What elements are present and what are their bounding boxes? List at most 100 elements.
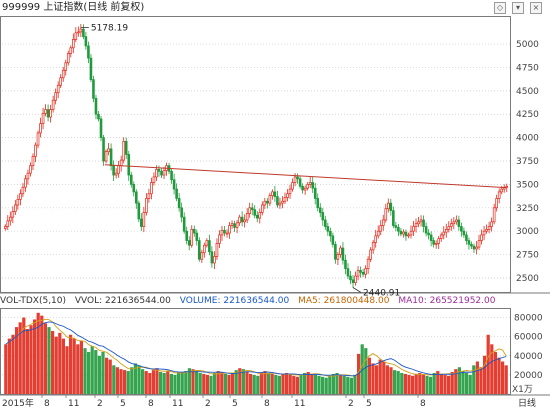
x-tick-label: 8	[264, 399, 270, 408]
candle-body	[281, 200, 284, 204]
candle-body	[429, 234, 433, 241]
volume-unit-label: X1万	[512, 385, 533, 395]
candle-body	[29, 165, 32, 174]
volume-bar	[223, 373, 227, 394]
volume-bar	[475, 361, 479, 394]
volume-bar	[267, 372, 271, 394]
candle-body	[185, 230, 188, 241]
candle-body	[203, 244, 206, 254]
volume-bar	[159, 372, 163, 394]
volume-bar	[112, 365, 116, 394]
volume-bar	[403, 373, 407, 394]
candle-body	[61, 69, 65, 79]
volume-bar	[375, 365, 379, 394]
candle-body	[404, 231, 408, 237]
volume-bar	[393, 370, 397, 394]
price-tick-label: 4000	[516, 134, 539, 144]
candle-body	[190, 228, 194, 246]
volume-bar	[195, 371, 199, 394]
volume-bar	[400, 372, 404, 394]
volume-bar	[205, 374, 209, 394]
volume-bar	[231, 372, 235, 394]
volume-bar	[40, 315, 44, 394]
candle-body	[444, 228, 448, 233]
volume-bar	[22, 317, 26, 394]
candle-body	[470, 243, 473, 247]
x-tick-label: 5	[120, 399, 126, 408]
volume-bar	[439, 373, 443, 394]
volume-bar	[137, 365, 141, 394]
volume-bar	[493, 351, 497, 394]
candle-body	[359, 270, 362, 273]
candle-body	[54, 92, 57, 101]
candle-body	[21, 186, 25, 195]
volume-bar	[245, 372, 249, 394]
candle-body	[69, 47, 73, 54]
close-icon[interactable]: ×	[530, 2, 542, 14]
menu-icon[interactable]: ▾	[512, 2, 524, 14]
candle-body	[49, 109, 52, 118]
candle-body	[301, 185, 304, 191]
volume-bar	[497, 357, 501, 394]
candle-body	[487, 226, 491, 230]
volume-bar	[349, 377, 353, 394]
volume-bar	[65, 346, 69, 394]
x-tick-label: 11	[172, 399, 183, 408]
candle-body	[442, 231, 446, 236]
volume-bar	[317, 375, 321, 394]
candle-body	[397, 227, 400, 232]
volume-bar	[7, 338, 11, 394]
candle-body	[77, 31, 80, 34]
volume-bar	[83, 348, 87, 394]
volume-bar	[360, 344, 364, 394]
volume-bar	[61, 338, 65, 394]
x-tick-label: 11	[294, 399, 305, 408]
volume-bar	[51, 330, 55, 394]
volume-bar	[25, 329, 29, 394]
candle-body	[412, 226, 415, 232]
volume-bar	[234, 370, 238, 394]
candle-body	[271, 191, 274, 196]
candle-body	[392, 210, 395, 226]
candle-body	[346, 268, 350, 277]
candle-body	[329, 230, 332, 237]
volume-bar	[29, 325, 33, 394]
candle-body	[152, 176, 156, 183]
candle-body	[417, 221, 420, 225]
candle-body	[36, 132, 40, 146]
volume-bar	[191, 369, 195, 394]
volume-label: VOLUME: 221636544.00	[179, 296, 290, 306]
candle-body	[99, 118, 103, 138]
volume-bar	[483, 355, 487, 394]
candle-body	[117, 165, 120, 174]
volume-bar	[396, 371, 400, 394]
volume-bar	[76, 344, 80, 394]
volume-bar	[79, 340, 83, 394]
volume-bar	[202, 373, 206, 394]
candle-body	[208, 240, 211, 253]
candle-body	[293, 176, 297, 183]
volume-bar	[429, 376, 433, 394]
volume-bar	[87, 351, 91, 394]
candle-body	[424, 226, 428, 234]
candle-body	[303, 187, 307, 191]
candle-body	[261, 204, 264, 213]
volume-bar	[36, 312, 40, 394]
candle-body	[198, 240, 201, 260]
candle-body	[84, 36, 88, 47]
candle-body	[39, 123, 42, 134]
volume-bar	[54, 336, 58, 394]
x-tick-label: 2015年	[2, 397, 34, 408]
volume-bar	[274, 374, 278, 394]
candle-body	[316, 198, 320, 209]
x-tick-label: 2	[205, 399, 211, 408]
settings-icon[interactable]: ◇	[494, 2, 506, 14]
price-tick-label: 3000	[516, 227, 539, 237]
volume-bar	[468, 374, 472, 394]
candle-body	[162, 170, 166, 176]
volume-bar	[43, 323, 47, 394]
candle-body	[253, 209, 257, 216]
candle-body	[175, 188, 178, 199]
candle-body	[114, 172, 118, 176]
